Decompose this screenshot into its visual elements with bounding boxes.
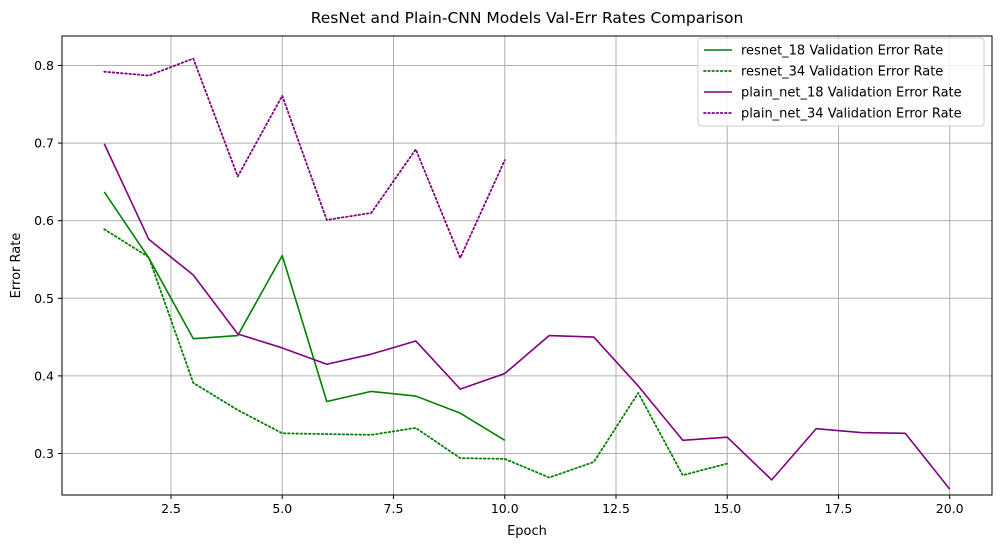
y-tick-label: 0.4 bbox=[34, 368, 54, 383]
series-line-2 bbox=[103, 228, 729, 479]
legend-label-2: resnet_34 Validation Error Rate bbox=[741, 65, 943, 80]
x-tick-label: 12.5 bbox=[602, 501, 630, 516]
y-tick-label: 0.5 bbox=[34, 291, 54, 306]
y-tick-label: 0.7 bbox=[34, 136, 54, 151]
x-tick-label: 17.5 bbox=[825, 501, 853, 516]
x-tick-label: 5.0 bbox=[272, 501, 292, 516]
legend-box bbox=[697, 37, 985, 127]
x-tick-label: 7.5 bbox=[384, 501, 404, 516]
legend-label-4: plain_net_34 Validation Error Rate bbox=[741, 107, 962, 122]
plot-frame bbox=[61, 35, 993, 496]
series-line-4 bbox=[103, 57, 506, 259]
y-axis-label: Error Rate bbox=[9, 233, 24, 299]
legend-label-1: resnet_18 Validation Error Rate bbox=[741, 44, 943, 59]
y-tick-label: 0.6 bbox=[34, 213, 54, 228]
legend: resnet_18 Validation Error Rate resnet_34… bbox=[697, 37, 985, 127]
x-tick-label: 2.5 bbox=[161, 501, 181, 516]
axis-ticks: 2.5 5.0 7.5 10.0 12.5 15.0 17.5 20.0 0.3 0.4 0.5 0.… bbox=[34, 58, 964, 516]
x-tick-label: 10.0 bbox=[491, 501, 519, 516]
x-tick-label: 15.0 bbox=[713, 501, 741, 516]
legend-label-3: plain_net_18 Validation Error Rate bbox=[741, 86, 962, 101]
x-tick-label: 20.0 bbox=[936, 501, 964, 516]
y-tick-label: 0.8 bbox=[34, 58, 54, 73]
y-tick-label: 0.3 bbox=[34, 446, 54, 461]
series-line-1 bbox=[103, 191, 506, 441]
series-lines bbox=[103, 57, 951, 490]
series-line-3 bbox=[103, 143, 951, 490]
chart-title: ResNet and Plain-CNN Models Val-Err Rate… bbox=[311, 9, 744, 27]
x-axis-label: Epoch bbox=[507, 524, 547, 539]
